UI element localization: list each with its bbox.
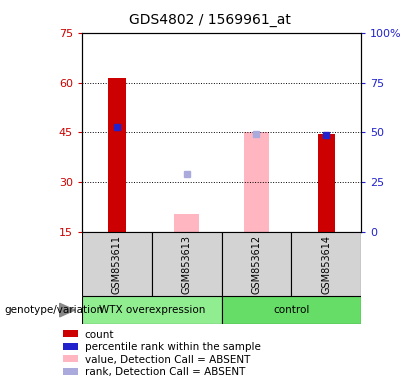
Text: GDS4802 / 1569961_at: GDS4802 / 1569961_at	[129, 13, 291, 27]
Text: value, Detection Call = ABSENT: value, Detection Call = ABSENT	[85, 354, 250, 364]
Bar	[174, 214, 199, 232]
Text: genotype/variation: genotype/variation	[4, 305, 103, 315]
Text: count: count	[85, 329, 114, 339]
Bar	[222, 296, 361, 324]
Bar	[108, 78, 126, 232]
Bar	[152, 232, 222, 296]
Text: rank, Detection Call = ABSENT: rank, Detection Call = ABSENT	[85, 367, 245, 377]
Bar	[63, 343, 78, 350]
Bar	[244, 132, 269, 232]
Bar	[63, 330, 78, 337]
Text: GSM853613: GSM853613	[181, 235, 192, 293]
Bar	[82, 232, 152, 296]
Text: GSM853611: GSM853611	[112, 235, 122, 293]
Text: GSM853614: GSM853614	[321, 235, 331, 293]
Bar	[63, 355, 78, 362]
Text: WTX overexpression: WTX overexpression	[99, 305, 205, 315]
Polygon shape	[60, 303, 75, 317]
Bar	[222, 232, 291, 296]
Text: GSM853612: GSM853612	[252, 235, 262, 293]
Bar	[318, 134, 335, 232]
Bar	[291, 232, 361, 296]
Text: percentile rank within the sample: percentile rank within the sample	[85, 342, 261, 352]
Bar	[82, 296, 222, 324]
Bar	[63, 368, 78, 375]
Text: control: control	[273, 305, 310, 315]
